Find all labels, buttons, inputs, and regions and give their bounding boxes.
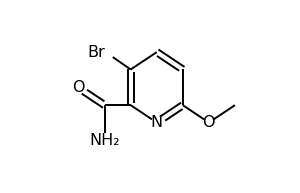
Text: NH₂: NH₂ xyxy=(89,133,120,148)
Text: Br: Br xyxy=(88,45,106,60)
Text: O: O xyxy=(72,80,85,95)
Text: N: N xyxy=(151,115,163,130)
Text: O: O xyxy=(202,115,215,130)
